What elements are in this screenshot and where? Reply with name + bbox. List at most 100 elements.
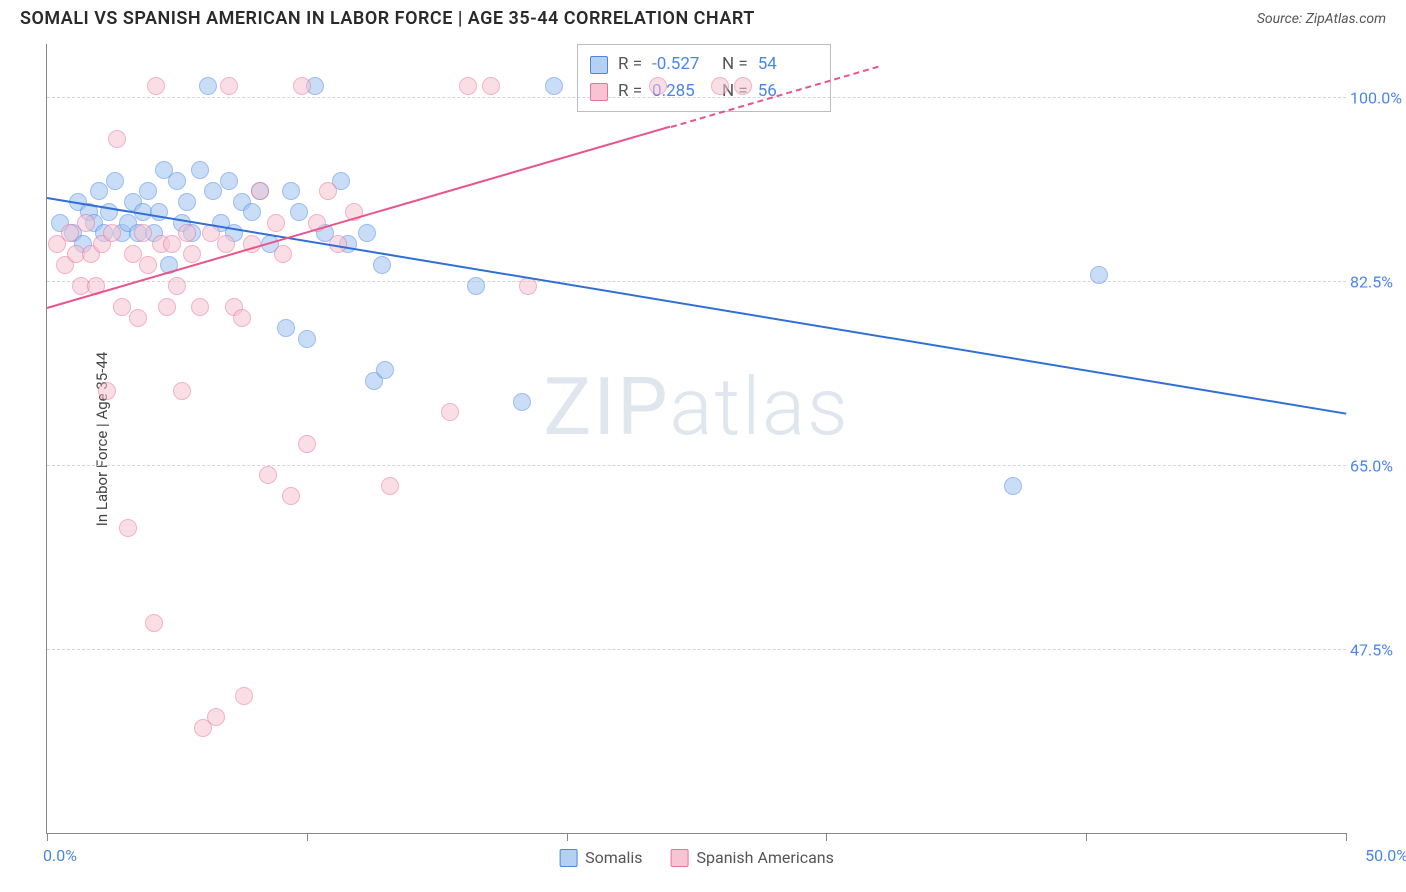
watermark-bold: ZIP [543, 360, 669, 454]
data-point [233, 309, 251, 327]
data-point [139, 256, 157, 274]
data-point [220, 172, 238, 190]
gridline: 47.5% [47, 649, 1346, 650]
x-tick [567, 833, 568, 841]
data-point [298, 435, 316, 453]
data-point [290, 203, 308, 221]
data-point [204, 182, 222, 200]
swatch-somalis [590, 56, 608, 74]
data-point [267, 214, 285, 232]
data-point [173, 382, 191, 400]
data-point [163, 235, 181, 253]
legend-item-somalis: Somalis [559, 848, 642, 867]
data-point [298, 330, 316, 348]
data-point [199, 77, 217, 95]
data-point [274, 245, 292, 263]
data-point [545, 77, 563, 95]
data-point [119, 519, 137, 537]
data-point [108, 130, 126, 148]
data-point [259, 466, 277, 484]
r-value-somalis: -0.527 [652, 51, 712, 78]
data-point [482, 77, 500, 95]
x-min-label: 0.0% [43, 846, 77, 865]
legend-label-somalis: Somalis [585, 848, 642, 867]
data-point [513, 393, 531, 411]
correlation-chart: ZIPatlas In Labor Force | Age 35-44 R = … [46, 44, 1346, 834]
chart-header: SOMALI VS SPANISH AMERICAN IN LABOR FORC… [0, 0, 1406, 33]
gridline: 100.0% [47, 97, 1346, 98]
data-point [282, 182, 300, 200]
data-point [243, 203, 261, 221]
r-label: R = [618, 51, 642, 78]
data-point [103, 224, 121, 242]
data-point [61, 224, 79, 242]
data-point [381, 477, 399, 495]
data-point [158, 298, 176, 316]
data-point [319, 182, 337, 200]
y-tick-label: 82.5% [1350, 272, 1406, 291]
n-label: N = [722, 51, 748, 78]
data-point [251, 182, 269, 200]
x-tick [826, 833, 827, 841]
data-point [183, 245, 201, 263]
chart-title: SOMALI VS SPANISH AMERICAN IN LABOR FORC… [20, 8, 755, 29]
data-point [90, 182, 108, 200]
data-point [220, 77, 238, 95]
data-point [235, 687, 253, 705]
data-point [1004, 477, 1022, 495]
y-tick-label: 100.0% [1350, 88, 1406, 107]
swatch-spanish [590, 83, 608, 101]
stats-box: R = -0.527 N = 54 R = 0.285 N = 56 [577, 44, 831, 112]
stats-row-somalis: R = -0.527 N = 54 [590, 51, 818, 78]
legend: Somalis Spanish Americans [559, 848, 834, 867]
n-value-somalis: 54 [758, 51, 818, 78]
stats-row-spanish: R = 0.285 N = 56 [590, 78, 818, 105]
data-point [282, 487, 300, 505]
data-point [178, 193, 196, 211]
data-point [98, 382, 116, 400]
data-point [376, 361, 394, 379]
chart-source: Source: ZipAtlas.com [1257, 11, 1386, 27]
data-point [207, 708, 225, 726]
data-point [106, 172, 124, 190]
watermark-light: atlas [670, 360, 850, 454]
x-tick [1346, 833, 1347, 841]
y-tick-label: 47.5% [1350, 640, 1406, 659]
data-point [139, 182, 157, 200]
x-max-label: 50.0% [1365, 846, 1406, 865]
legend-swatch-spanish [671, 849, 689, 867]
x-tick [47, 833, 48, 841]
data-point [77, 214, 95, 232]
gridline: 82.5% [47, 281, 1346, 282]
watermark: ZIPatlas [543, 360, 849, 454]
data-point [147, 77, 165, 95]
legend-swatch-somalis [559, 849, 577, 867]
data-point [129, 309, 147, 327]
legend-item-spanish: Spanish Americans [671, 848, 834, 867]
x-tick [1086, 833, 1087, 841]
x-tick [307, 833, 308, 841]
data-point [373, 256, 391, 274]
data-point [168, 277, 186, 295]
data-point [734, 77, 752, 95]
data-point [358, 224, 376, 242]
data-point [277, 319, 295, 337]
gridline: 65.0% [47, 465, 1346, 466]
data-point [191, 298, 209, 316]
data-point [191, 161, 209, 179]
data-point [168, 172, 186, 190]
data-point [711, 77, 729, 95]
data-point [145, 614, 163, 632]
y-tick-label: 65.0% [1350, 456, 1406, 475]
data-point [459, 77, 477, 95]
data-point [134, 224, 152, 242]
data-point [441, 403, 459, 421]
data-point [217, 235, 235, 253]
data-point [1090, 266, 1108, 284]
data-point [467, 277, 485, 295]
y-axis-title: In Labor Force | Age 35-44 [93, 351, 111, 525]
data-point [178, 224, 196, 242]
r-label: R = [618, 78, 642, 105]
data-point [293, 77, 311, 95]
data-point [649, 77, 667, 95]
